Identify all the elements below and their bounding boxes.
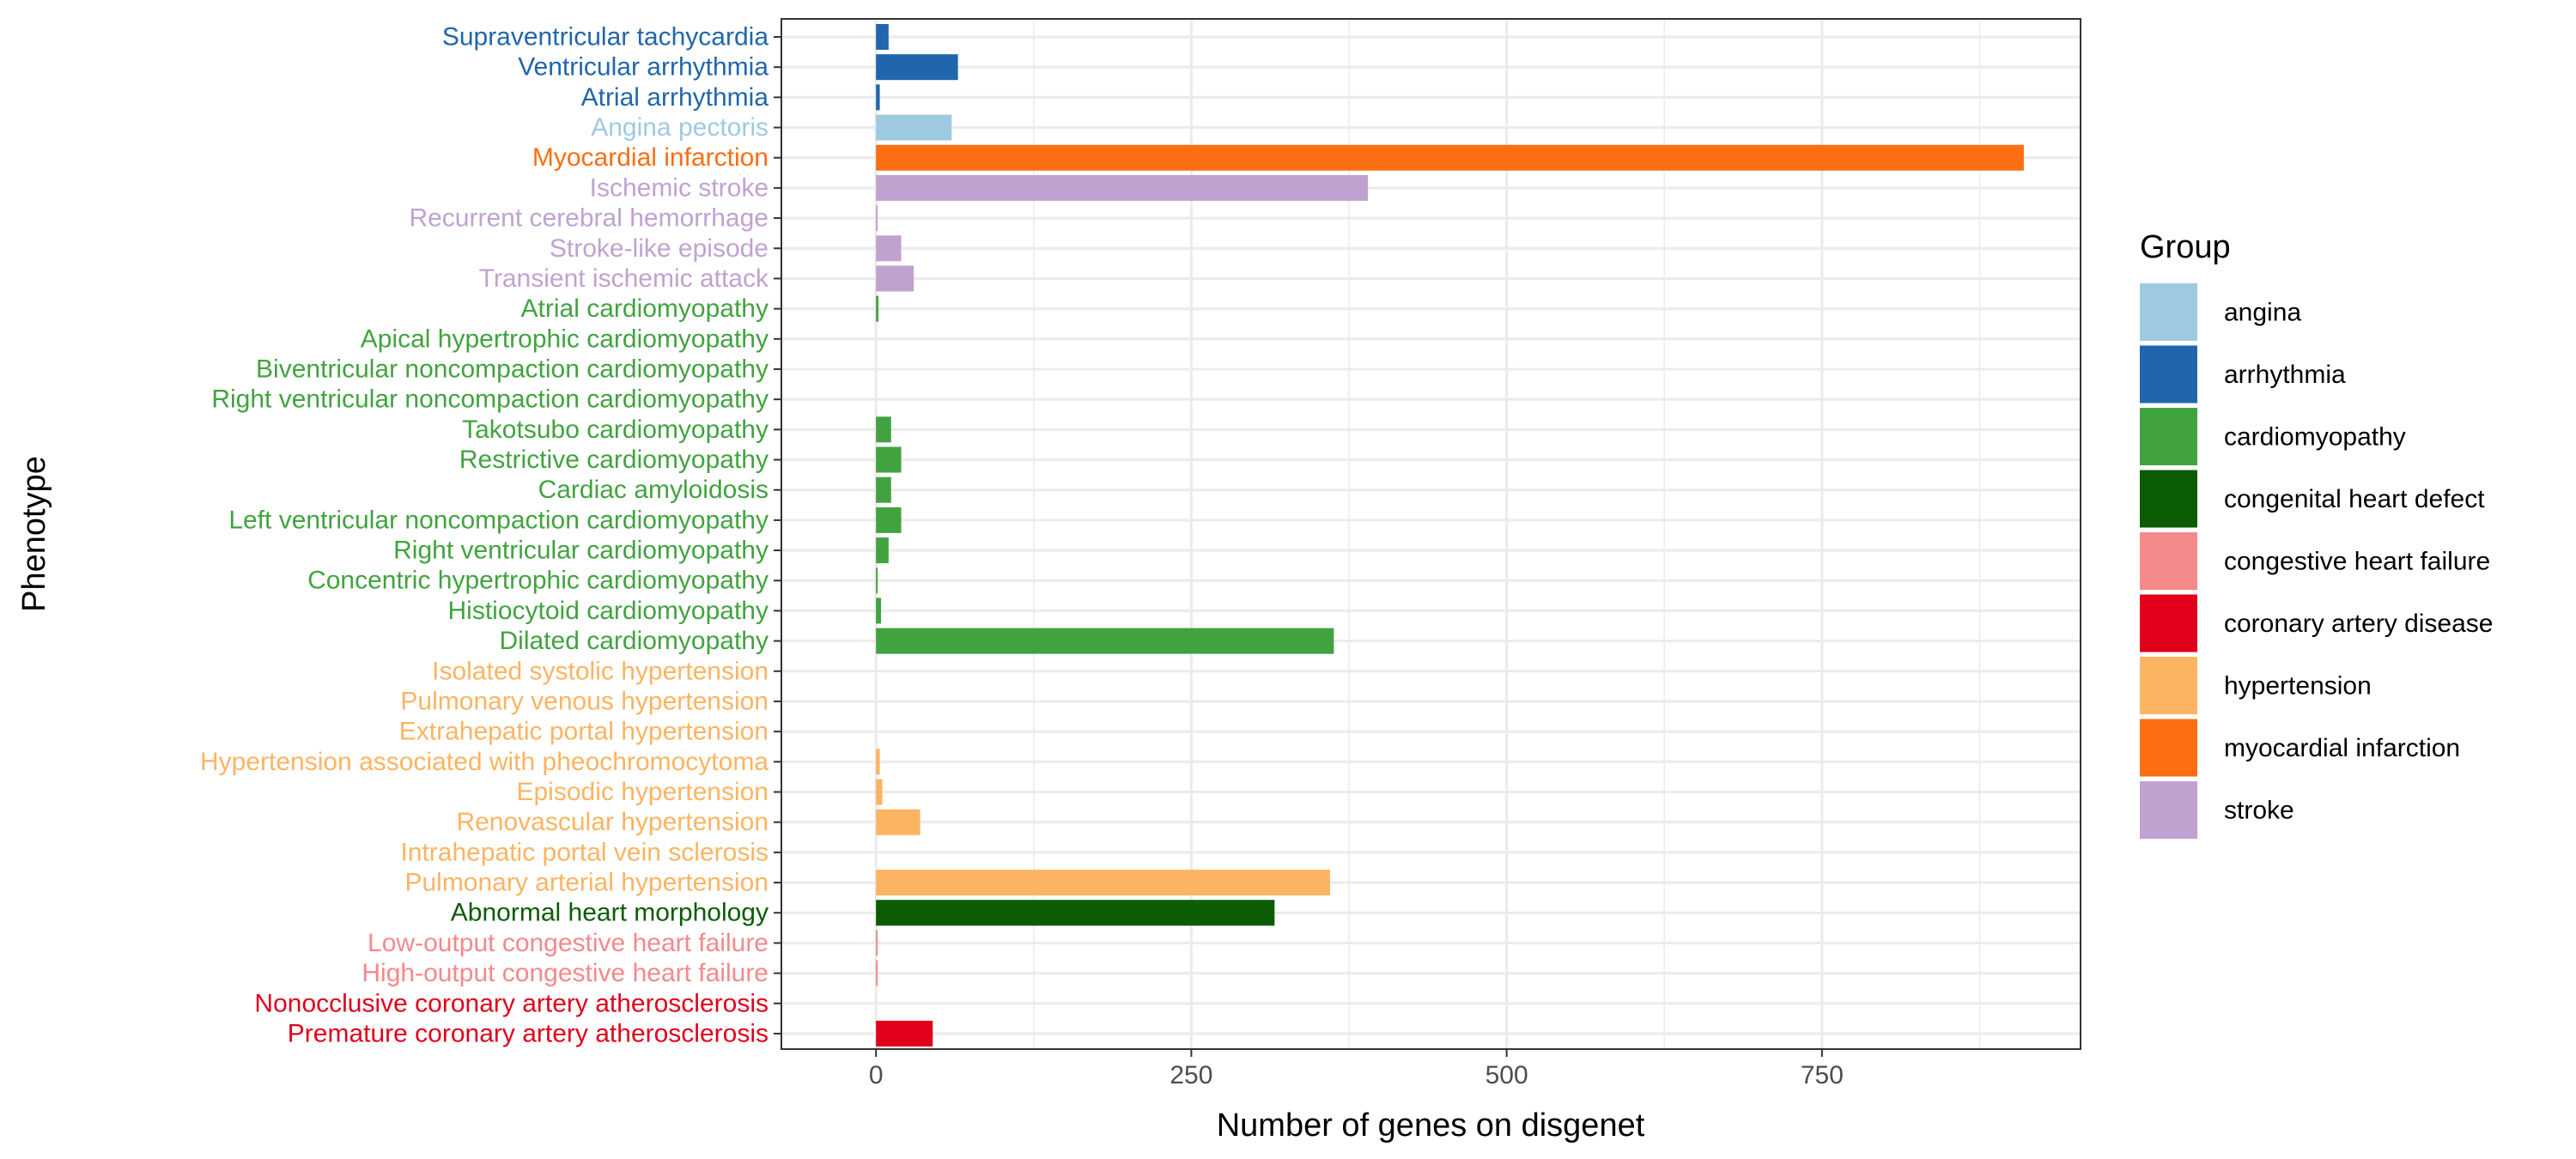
legend-swatch [2140,283,2197,341]
plot-panel-border [781,18,2081,1050]
category-label: Pulmonary venous hypertension [400,687,769,715]
category-label: Premature coronary artery atherosclerosi… [288,1019,769,1047]
category-label: Hypertension associated with pheochromoc… [200,748,769,776]
category-label: High-output congestive heart failure [361,959,769,987]
category-label: Transient ischemic attack [479,264,769,293]
category-label: Abnormal heart morphology [451,899,769,927]
category-label: Takotsubo cardiomyopathy [462,416,769,444]
legend-label: congenital heart defect [2224,485,2485,513]
category-label: Pulmonary arterial hypertension [404,869,769,897]
category-label: Recurrent cerebral hemorrhage [409,204,769,233]
bar [876,265,914,292]
bar [876,205,878,232]
bar [876,1020,933,1047]
bar [876,749,880,775]
category-label: Biventricular noncompaction cardiomyopat… [256,355,769,383]
category-label: Renovascular hypertension [456,808,769,836]
category-label: Cardiac amyloidosis [538,476,769,504]
category-label: Extrahepatic portal hypertension [399,718,769,746]
legend-label: cardiomyopathy [2224,423,2406,452]
bar [876,446,902,473]
x-tick-label: 500 [1485,1061,1528,1089]
bar [876,567,878,594]
category-label: Right ventricular noncompaction cardiomy… [211,385,769,414]
y-axis-ticks [774,36,781,1035]
bar [876,476,891,503]
bar [876,24,889,50]
bar [876,809,920,835]
category-label: Supraventricular tachycardia [442,23,769,52]
bar [876,84,880,111]
bar [876,900,1275,926]
legend-label: hypertension [2224,672,2372,701]
bar [876,174,1369,201]
legend-swatch [2140,408,2197,465]
x-axis-ticks [875,1049,1823,1057]
bar [876,235,902,262]
category-label: Concentric hypertrophic cardiomyopathy [307,567,769,595]
category-label: Intrahepatic portal vein sclerosis [400,838,769,866]
x-tick-label: 750 [1801,1061,1844,1089]
category-label: Angina pectoris [591,113,769,142]
bar [876,779,883,805]
bar [876,537,889,564]
category-label: Nonocclusive coronary artery atheroscler… [254,989,769,1017]
category-label: Restrictive cardiomyopathy [459,446,769,474]
bar [876,416,891,443]
category-label: Atrial arrhythmia [581,83,769,112]
legend-swatch [2140,532,2197,590]
x-axis-title: Number of genes on disgenet [1217,1107,1645,1144]
y-axis-title: Phenotype [16,456,52,612]
bar [876,507,902,533]
category-label: Ischemic stroke [590,173,769,202]
x-tick-label: 0 [869,1061,884,1089]
bar [876,930,878,956]
legend-swatch [2140,470,2197,528]
legend-swatch [2140,345,2197,404]
bar [876,960,878,986]
legend-swatch [2140,781,2197,839]
legend-swatch [2140,657,2197,714]
category-label: Atrial cardiomyopathy [521,294,769,323]
category-label: Isolated systolic hypertension [432,657,769,685]
x-axis-tick-labels: 0 250 500 750 [869,1061,1844,1089]
category-label: Right ventricular cardiomyopathy [393,537,769,565]
category-labels: Supraventricular tachycardiaVentricular … [200,23,769,1048]
legend-label: myocardial infarction [2224,734,2460,762]
bars [876,24,2024,1047]
category-label: Myocardial infarction [532,143,769,172]
category-label: Ventricular arrhythmia [518,53,769,82]
category-label: Low-output congestive heart failure [368,929,769,957]
category-label: Dilated cardiomyopathy [500,627,769,655]
category-label: Stroke-like episode [550,234,769,263]
category-label: Apical hypertrophic cardiomyopathy [361,325,769,353]
legend-swatch [2140,719,2197,777]
legend-label: stroke [2224,797,2294,825]
bar [876,628,1334,654]
category-label: Episodic hypertension [516,778,769,806]
x-tick-label: 250 [1170,1061,1212,1089]
legend-swatch [2140,594,2197,652]
legend-label: angina [2224,299,2301,327]
bar [876,870,1330,896]
legend-label: arrhythmia [2224,361,2346,389]
category-label: Left ventricular noncompaction cardiomyo… [228,506,769,534]
bar [876,598,882,624]
major-gridlines [781,19,2081,1049]
bar [876,295,879,322]
legend: angina arrhythmia cardiomyopathy congenital… [2140,283,2493,839]
bar [876,114,952,141]
bar [876,144,2024,171]
legend-title: Group [2140,229,2231,265]
category-label: Histiocytoid cardiomyopathy [448,597,769,625]
bar [876,54,958,81]
legend-label: congestive heart failure [2224,548,2490,576]
legend-label: coronary artery disease [2224,610,2493,638]
